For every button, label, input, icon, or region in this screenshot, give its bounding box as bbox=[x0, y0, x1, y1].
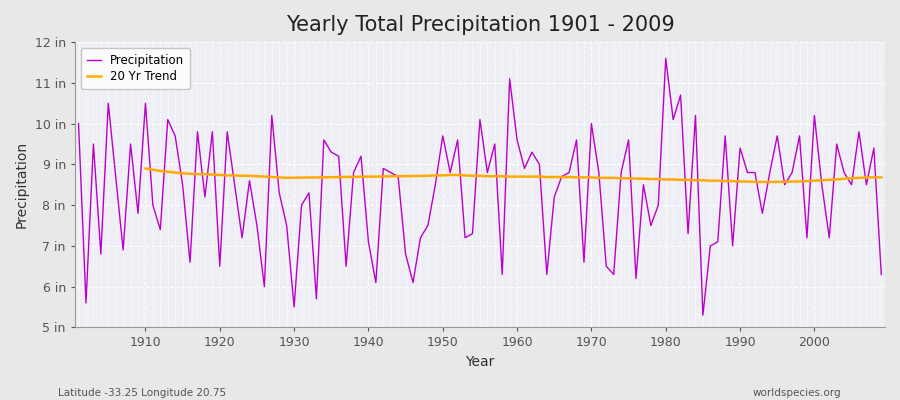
20 Yr Trend bbox=[742, 179, 753, 184]
X-axis label: Year: Year bbox=[465, 355, 495, 369]
Y-axis label: Precipitation: Precipitation bbox=[15, 141, 29, 228]
20 Yr Trend bbox=[445, 172, 455, 177]
20 Yr Trend bbox=[876, 175, 886, 180]
Precipitation bbox=[601, 264, 612, 269]
Title: Yearly Total Precipitation 1901 - 2009: Yearly Total Precipitation 1901 - 2009 bbox=[285, 15, 674, 35]
Precipitation bbox=[73, 121, 84, 126]
Legend: Precipitation, 20 Yr Trend: Precipitation, 20 Yr Trend bbox=[81, 48, 190, 89]
Precipitation bbox=[661, 56, 671, 61]
Text: Latitude -33.25 Longitude 20.75: Latitude -33.25 Longitude 20.75 bbox=[58, 388, 227, 398]
Precipitation bbox=[512, 138, 523, 142]
Text: worldspecies.org: worldspecies.org bbox=[753, 388, 842, 398]
Precipitation bbox=[698, 313, 708, 318]
Precipitation bbox=[504, 76, 515, 81]
Precipitation bbox=[296, 203, 307, 208]
20 Yr Trend bbox=[437, 173, 448, 178]
Precipitation bbox=[341, 264, 352, 269]
Precipitation bbox=[876, 272, 886, 277]
20 Yr Trend bbox=[750, 180, 760, 184]
Precipitation bbox=[132, 211, 143, 216]
Line: 20 Yr Trend: 20 Yr Trend bbox=[146, 168, 881, 182]
20 Yr Trend bbox=[140, 166, 151, 171]
Line: Precipitation: Precipitation bbox=[78, 58, 881, 315]
20 Yr Trend bbox=[282, 176, 292, 180]
20 Yr Trend bbox=[556, 175, 567, 180]
20 Yr Trend bbox=[764, 180, 775, 184]
